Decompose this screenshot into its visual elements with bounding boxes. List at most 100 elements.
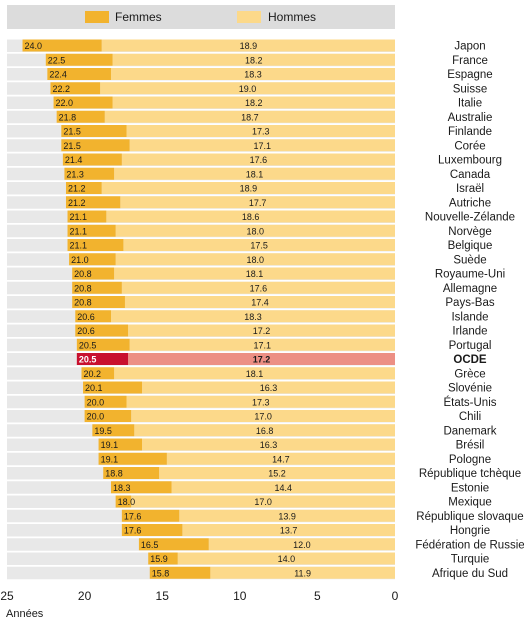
legend: Femmes Hommes (7, 5, 395, 29)
x-tick-label: 15 (156, 589, 170, 603)
bar-hommes (123, 239, 396, 251)
category-label: Nouvelle-Zélande (425, 212, 515, 224)
x-tick-label: 20 (78, 589, 92, 603)
value-label-femmes: 20.1 (85, 383, 103, 393)
bar-femmes (67, 210, 107, 223)
bar-hommes (114, 367, 395, 380)
value-label-hommes: 17.1 (254, 141, 272, 151)
bar-femmes (47, 68, 111, 80)
value-label-hommes: 12.0 (293, 540, 311, 550)
legend-swatch-hommes (237, 11, 261, 23)
category-label: Royaume-Uni (435, 269, 505, 281)
value-label-femmes: 19.5 (94, 426, 112, 436)
bar-femmes (72, 281, 122, 294)
bar-hommes (208, 538, 395, 551)
bar-femmes (72, 267, 115, 280)
value-label-femmes: 21.1 (70, 212, 88, 222)
value-label-hommes: 17.2 (253, 326, 271, 336)
category-label: Slovénie (448, 383, 492, 395)
x-axis: 25 20 15 10 5 0 Années (0, 589, 398, 620)
bar-hommes (177, 552, 395, 565)
value-label-hommes: 18.9 (240, 41, 258, 51)
value-label-femmes: 21.8 (59, 112, 77, 122)
category-label: Grèce (454, 368, 485, 380)
bar-hommes (121, 153, 396, 166)
value-label-femmes: 20.6 (77, 312, 95, 322)
x-tick-label: 25 (0, 589, 14, 603)
bar-femmes (103, 467, 160, 479)
value-label-hommes: 18.1 (246, 369, 264, 379)
bar-femmes (65, 196, 121, 209)
value-label-femmes: 22.4 (49, 70, 67, 80)
legend-background (7, 5, 395, 29)
bar-femmes (115, 495, 132, 508)
bar-hommes (101, 39, 395, 52)
bar-femmes (75, 310, 111, 323)
bar-femmes (53, 96, 113, 109)
bar-hommes (171, 481, 395, 494)
bar-hommes (129, 338, 395, 351)
value-label-femmes: 20.6 (77, 326, 95, 336)
bar-hommes (124, 296, 396, 308)
value-label-hommes: 18.0 (247, 255, 265, 265)
bar-hommes (131, 495, 395, 508)
bar-hommes (128, 324, 395, 337)
value-label-femmes: 17.6 (124, 511, 142, 521)
value-label-hommes: 17.3 (252, 127, 270, 137)
value-label-femmes: 20.8 (74, 298, 92, 308)
value-label-hommes: 17.4 (251, 298, 269, 308)
category-label: Corée (454, 140, 485, 152)
value-label-hommes: 17.5 (250, 241, 268, 251)
value-label-femmes: 21.0 (71, 255, 89, 265)
value-label-femmes: 20.0 (87, 397, 105, 407)
bar-hommes (112, 96, 395, 109)
value-label-femmes: 20.2 (83, 369, 101, 379)
value-label-femmes: 21.5 (63, 127, 81, 137)
value-label-hommes: 19.0 (239, 84, 257, 94)
bar-femmes (76, 353, 129, 365)
category-label: Suisse (453, 83, 488, 95)
value-label-femmes: 21.2 (68, 184, 86, 194)
value-label-femmes: 22.2 (52, 84, 70, 94)
bar-hommes (128, 353, 395, 365)
bar-hommes (166, 452, 395, 465)
value-label-femmes: 21.2 (68, 198, 86, 208)
value-label-hommes: 15.2 (268, 469, 286, 479)
category-label: Finlande (448, 126, 492, 138)
value-label-hommes: 17.1 (254, 340, 272, 350)
bar-hommes (104, 110, 395, 123)
bar-hommes (115, 224, 395, 237)
category-label: Turquie (451, 554, 490, 566)
bar-femmes (69, 253, 116, 266)
value-label-hommes: 18.3 (244, 70, 262, 80)
value-label-hommes: 17.6 (250, 155, 268, 165)
bar-hommes (126, 395, 395, 408)
category-label: Israël (456, 183, 484, 195)
category-label: Canada (450, 169, 491, 181)
value-label-femmes: 17.6 (124, 526, 142, 536)
bars (22, 39, 396, 579)
bar-femmes (65, 182, 102, 194)
bar-hommes (159, 467, 395, 479)
value-label-hommes: 18.7 (241, 112, 259, 122)
value-label-hommes: 17.3 (252, 397, 270, 407)
bar-hommes (120, 196, 396, 209)
bar-hommes (114, 167, 395, 180)
value-label-hommes: 14.4 (274, 483, 292, 493)
value-label-femmes: 21.4 (65, 155, 83, 165)
bar-femmes (64, 167, 115, 180)
category-label: Italie (458, 98, 482, 110)
bar-femmes (83, 381, 143, 394)
value-label-hommes: 17.7 (249, 198, 267, 208)
value-label-femmes: 21.3 (66, 169, 84, 179)
value-label-femmes: 21.1 (70, 241, 88, 251)
value-label-hommes: 14.0 (278, 554, 296, 564)
value-label-hommes: 17.0 (254, 412, 272, 422)
bar-femmes (67, 224, 116, 237)
category-label: Australie (448, 112, 493, 124)
bar-hommes (100, 82, 396, 95)
value-label-hommes: 17.6 (250, 283, 268, 293)
bar-femmes (81, 367, 115, 380)
bar-hommes (115, 253, 395, 266)
